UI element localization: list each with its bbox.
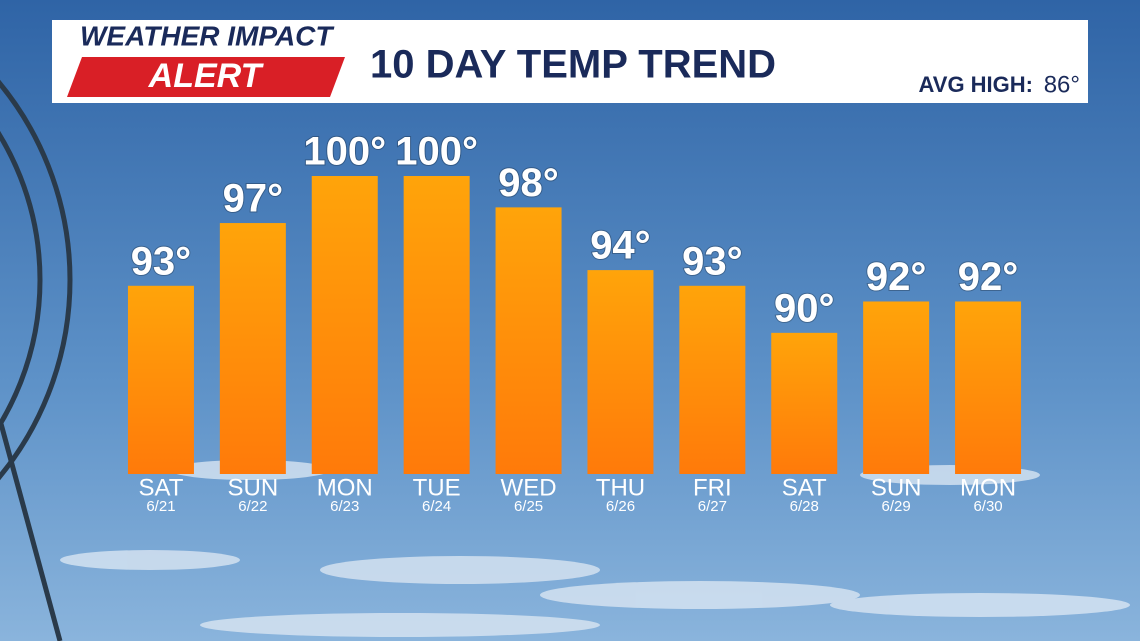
bar xyxy=(127,285,194,474)
bar xyxy=(771,332,838,474)
date-label: 6/29 xyxy=(882,498,911,515)
bar xyxy=(863,301,930,474)
x-tick-label: TUE xyxy=(413,474,461,501)
date-label: 6/22 xyxy=(238,498,267,515)
x-tick-label: MON xyxy=(317,474,373,501)
bar xyxy=(495,207,562,475)
value-label: 94° xyxy=(590,224,651,268)
date-label: 6/27 xyxy=(698,498,727,515)
annotation-text: AVG HIGH: xyxy=(919,72,1033,97)
date-label: 6/21 xyxy=(146,498,175,515)
date-label: 6/24 xyxy=(422,498,451,515)
value-label: 92° xyxy=(866,255,927,299)
date-label: 6/23 xyxy=(330,498,359,515)
annotation-value: 86° xyxy=(1044,71,1080,98)
bar xyxy=(311,176,378,474)
value-label: 100° xyxy=(303,130,386,174)
date-label: 6/30 xyxy=(973,498,1002,515)
bar xyxy=(587,270,654,474)
ferris-wheel xyxy=(0,79,73,641)
value-label: 92° xyxy=(958,255,1019,299)
x-tick-label: FRI xyxy=(693,474,732,501)
chart-title: 10 DAY TEMP TREND xyxy=(370,43,776,87)
value-label: 97° xyxy=(223,177,284,221)
date-label: 6/25 xyxy=(514,498,543,515)
x-tick-label: SAT xyxy=(782,474,827,501)
x-tick-label: WED xyxy=(501,474,557,501)
logo-badge xyxy=(67,57,345,97)
date-label: 6/26 xyxy=(606,498,635,515)
bar xyxy=(679,285,746,474)
date-label: 6/28 xyxy=(790,498,819,515)
value-label: 100° xyxy=(395,130,478,174)
value-label: 93° xyxy=(131,239,192,283)
x-tick-label: MON xyxy=(960,474,1016,501)
x-tick-label: SAT xyxy=(138,474,183,501)
bar xyxy=(955,301,1022,474)
logo-top: WEATHER IMPACT xyxy=(80,20,335,51)
value-label: 93° xyxy=(682,239,743,283)
x-tick-label: SUN xyxy=(228,474,279,501)
bar xyxy=(219,223,286,474)
logo-bottom: ALERT xyxy=(148,57,265,95)
x-tick-label: SUN xyxy=(871,474,922,501)
value-label: 98° xyxy=(498,161,559,205)
x-tick-label: THU xyxy=(596,474,645,501)
value-label: 90° xyxy=(774,286,835,330)
bar xyxy=(403,176,470,474)
